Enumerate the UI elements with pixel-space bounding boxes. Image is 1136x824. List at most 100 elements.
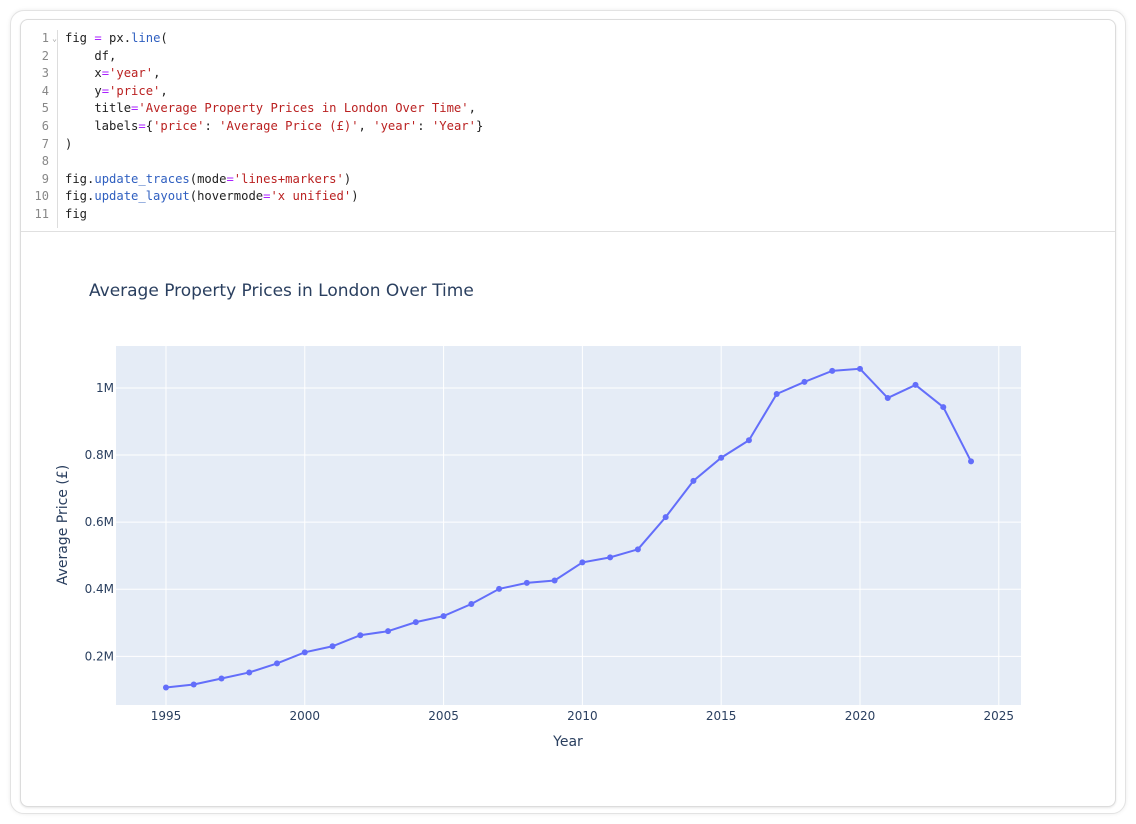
code-line: ) bbox=[65, 136, 483, 154]
y-axis-title: Average Price (£) bbox=[55, 465, 71, 585]
code-line: fig bbox=[65, 206, 483, 224]
code-token: update_traces bbox=[94, 171, 190, 186]
code-token: 'lines+markers' bbox=[233, 171, 344, 186]
y-tick-label: 0.4M bbox=[85, 582, 114, 596]
plot-area bbox=[116, 346, 1021, 705]
data-point bbox=[634, 546, 641, 553]
data-point bbox=[856, 365, 863, 372]
code-lines[interactable]: fig = px.line( df, x='year', y='price', … bbox=[65, 30, 483, 224]
chart-title: Average Property Prices in London Over T… bbox=[89, 281, 474, 301]
data-point bbox=[246, 669, 253, 676]
data-point bbox=[523, 579, 530, 586]
line-number: 4 bbox=[41, 83, 49, 98]
y-tick-label: 0.6M bbox=[85, 515, 114, 529]
code-token: , bbox=[153, 66, 161, 81]
data-point bbox=[718, 454, 725, 461]
x-tick-label: 2025 bbox=[984, 709, 1015, 723]
x-tick-label: 2015 bbox=[706, 709, 737, 723]
code-token: 'price' bbox=[153, 118, 205, 133]
data-point bbox=[385, 628, 392, 635]
code-token: = bbox=[94, 31, 102, 45]
fold-chevron-icon[interactable]: ⌄ bbox=[52, 34, 57, 43]
code-token: px. bbox=[101, 31, 132, 45]
data-point bbox=[607, 554, 614, 561]
data-point bbox=[412, 619, 419, 626]
code-line: fig.update_layout(hovermode='x unified') bbox=[65, 188, 483, 206]
y-tick-label: 0.2M bbox=[85, 649, 114, 663]
data-point bbox=[579, 559, 586, 566]
line-number-gutter: 1 ⌄ 2 3 4 5 6 7 8 9 10 11 bbox=[21, 30, 58, 228]
line-number: 8 bbox=[41, 154, 49, 169]
code-token: ) bbox=[65, 136, 73, 151]
line-number: 9 bbox=[41, 171, 49, 186]
data-point bbox=[551, 577, 558, 584]
data-point bbox=[801, 378, 808, 385]
code-token: df, bbox=[65, 48, 117, 63]
line-number: 2 bbox=[41, 48, 49, 63]
y-tick-label: 0.8M bbox=[85, 448, 114, 462]
code-token: fig bbox=[65, 31, 95, 45]
data-point bbox=[496, 585, 503, 592]
code-token: : bbox=[204, 118, 220, 133]
code-token: 'year' bbox=[373, 118, 418, 133]
code-token: 'price' bbox=[109, 83, 161, 98]
data-point bbox=[440, 613, 447, 620]
data-point bbox=[912, 381, 919, 388]
code-token: 'Average Property Prices in London Over … bbox=[138, 101, 469, 116]
data-point bbox=[218, 675, 225, 682]
data-point bbox=[884, 395, 891, 402]
code-token: ) bbox=[351, 189, 359, 204]
data-point bbox=[357, 632, 364, 639]
code-editor[interactable]: 1 ⌄ 2 3 4 5 6 7 8 9 10 11 fig = px.line( df, x='yea… bbox=[21, 20, 1115, 232]
data-point bbox=[329, 643, 336, 650]
code-line: labels={'price': 'Average Price (£)', 'y… bbox=[65, 118, 483, 136]
code-token: title bbox=[65, 101, 132, 116]
line-number: 1 ⌄ bbox=[21, 30, 57, 48]
line-number: 3 bbox=[41, 66, 49, 81]
data-point bbox=[468, 601, 475, 608]
x-tick-label: 1995 bbox=[151, 709, 182, 723]
code-token: , bbox=[160, 83, 168, 98]
code-line: fig = px.line( bbox=[65, 30, 483, 48]
code-token: , bbox=[468, 101, 476, 116]
code-token: fig bbox=[65, 206, 88, 221]
data-point bbox=[162, 684, 169, 691]
code-token: 'Year' bbox=[431, 118, 476, 133]
code-token: = bbox=[226, 171, 234, 186]
line-number: 5 bbox=[41, 101, 49, 116]
data-point bbox=[301, 649, 308, 656]
data-point bbox=[968, 458, 975, 465]
data-point bbox=[940, 404, 947, 411]
code-token: labels bbox=[65, 118, 139, 133]
data-point bbox=[662, 514, 669, 521]
code-token: (mode bbox=[189, 171, 227, 186]
y-tick-label: 1M bbox=[96, 381, 114, 395]
code-token: ( bbox=[160, 31, 168, 45]
code-line: df, bbox=[65, 48, 483, 66]
code-token: fig. bbox=[65, 171, 95, 186]
code-line: x='year', bbox=[65, 65, 483, 83]
code-token: = bbox=[101, 66, 110, 81]
code-token: update_layout bbox=[94, 189, 190, 204]
code-token: = bbox=[138, 118, 146, 133]
data-point bbox=[690, 477, 697, 484]
x-tick-label: 2000 bbox=[289, 709, 320, 723]
code-token: x bbox=[65, 66, 102, 81]
data-point bbox=[274, 660, 281, 667]
line-number: 11 bbox=[34, 206, 49, 221]
data-point bbox=[773, 390, 780, 397]
line-number: 7 bbox=[41, 136, 49, 151]
data-point bbox=[745, 437, 752, 444]
code-token: : bbox=[417, 118, 432, 133]
code-token: 'Average Price (£)' bbox=[219, 118, 359, 133]
code-token: 'year' bbox=[109, 66, 154, 81]
code-token: line bbox=[131, 31, 161, 45]
series-line bbox=[165, 367, 972, 689]
code-token: 'x unified' bbox=[270, 189, 352, 204]
line-number: 6 bbox=[41, 118, 49, 133]
x-tick-label: 2020 bbox=[845, 709, 876, 723]
code-token: = bbox=[131, 101, 139, 116]
code-token: , bbox=[358, 118, 374, 133]
code-token: ) bbox=[343, 171, 352, 186]
